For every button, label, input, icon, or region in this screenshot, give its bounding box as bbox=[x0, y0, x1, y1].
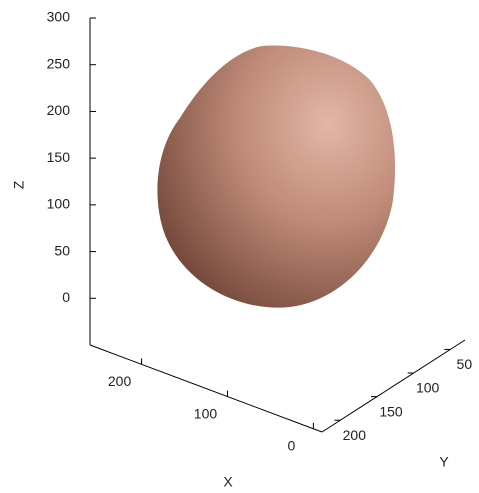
x-axis-label: X bbox=[223, 474, 233, 490]
surface bbox=[157, 46, 395, 308]
x-tick-label: 200 bbox=[108, 373, 132, 389]
z-tick-label: 250 bbox=[47, 55, 71, 71]
z-tick-label: 50 bbox=[54, 242, 70, 258]
y-tick-label: 150 bbox=[379, 403, 403, 419]
z-tick-label: 300 bbox=[47, 9, 71, 25]
chart: X Y Z 0 100 200 50 100 150 200 0 50 100 150 200 250 3… bbox=[0, 0, 479, 493]
z-tick-label: 200 bbox=[47, 102, 71, 118]
x-tick-label: 0 bbox=[288, 437, 296, 453]
z-tick-label: 0 bbox=[62, 289, 70, 305]
z-axis-label: Z bbox=[11, 180, 27, 189]
x-tick-label: 100 bbox=[194, 405, 218, 421]
y-tick-label: 200 bbox=[343, 427, 367, 443]
y-tick-label: 50 bbox=[457, 356, 473, 372]
y-tick-label: 100 bbox=[416, 380, 440, 396]
y-axis-label: Y bbox=[439, 454, 449, 470]
z-tick-label: 150 bbox=[47, 149, 71, 165]
z-tick-label: 100 bbox=[47, 196, 71, 212]
